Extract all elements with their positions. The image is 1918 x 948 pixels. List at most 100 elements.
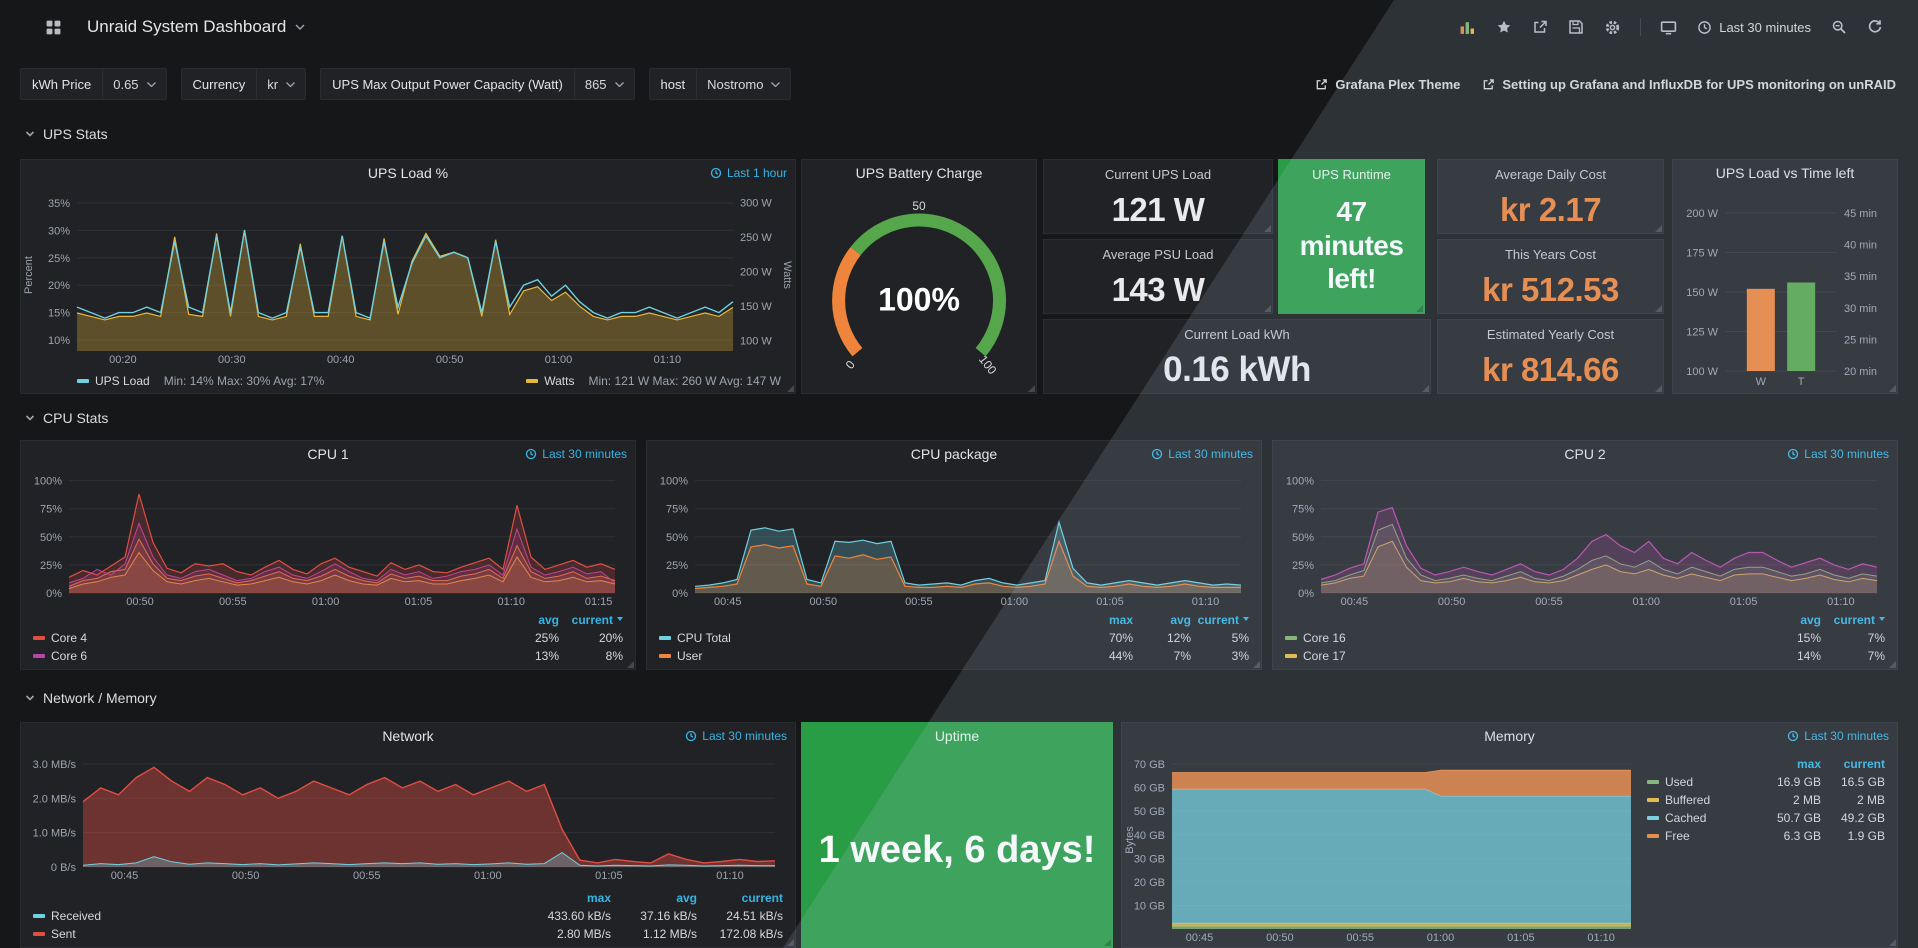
variable-value-dropdown[interactable]: Nostromo bbox=[696, 69, 790, 99]
chevron-down-icon bbox=[614, 81, 624, 87]
svg-text:01:00: 01:00 bbox=[312, 596, 340, 608]
panel-title[interactable]: UPS Runtime bbox=[1312, 167, 1391, 182]
panel-title[interactable]: Current Load kWh bbox=[1184, 327, 1290, 342]
legend-series-toggle[interactable]: Buffered bbox=[1647, 793, 1757, 807]
variable-value-dropdown[interactable]: 0.65 bbox=[102, 69, 165, 99]
svg-text:200 W: 200 W bbox=[1686, 208, 1718, 220]
svg-text:50 GB: 50 GB bbox=[1134, 806, 1165, 818]
panel-title[interactable]: UPS Load % bbox=[367, 165, 449, 181]
panel-title[interactable]: Network bbox=[382, 728, 434, 744]
legend-series-toggle[interactable]: UPS Load Min: 14% Max: 30% Avg: 17% bbox=[77, 374, 324, 388]
dashboard-title-dropdown[interactable]: Unraid System Dashboard bbox=[81, 13, 311, 41]
legend-series-toggle[interactable]: Sent bbox=[33, 927, 525, 941]
legend-series-toggle[interactable]: Cached bbox=[1647, 811, 1757, 825]
legend-sort-max[interactable]: max bbox=[1796, 757, 1821, 771]
panel-time-badge[interactable]: Last 30 minutes bbox=[685, 729, 787, 743]
legend-sort-max[interactable]: max bbox=[586, 891, 611, 905]
add-panel-button[interactable] bbox=[1450, 14, 1485, 41]
refresh-button[interactable] bbox=[1858, 14, 1892, 40]
stat-value: 47 minutes left! bbox=[1299, 196, 1404, 295]
panel-title[interactable]: Uptime bbox=[934, 728, 980, 744]
row-header-ups-stats[interactable]: UPS Stats bbox=[24, 126, 108, 142]
cpu1-graph[interactable]: 100% 75% 50% 25% 0% 00:50 00:55 01:00 01:05 01:10… bbox=[25, 469, 631, 609]
variable-value-dropdown[interactable]: 865 bbox=[573, 69, 634, 99]
legend-row: Core 4 25% 20% bbox=[33, 629, 623, 647]
settings-button[interactable] bbox=[1595, 14, 1630, 41]
legend-row: Core 16 15% 7% bbox=[1285, 629, 1885, 647]
ups-load-graph[interactable]: 35% 30% 25% 20% 15% 10% 300 W 250 W 200 W 150 W 10… bbox=[25, 186, 791, 367]
legend-header-row: avg current bbox=[33, 611, 623, 629]
svg-text:15%: 15% bbox=[48, 308, 70, 320]
legend-sort-current[interactable]: current bbox=[741, 891, 783, 905]
variable-value-dropdown[interactable]: kr bbox=[256, 69, 305, 99]
ups-load-vs-time-chart[interactable]: 200 W 175 W 150 W 125 W 100 W 45 min 40 min 35 … bbox=[1677, 186, 1893, 389]
legend-sort-avg[interactable]: avg bbox=[538, 613, 559, 627]
legend-series-toggle[interactable]: CPU Total bbox=[659, 631, 1075, 645]
panel-title[interactable]: CPU 2 bbox=[1564, 446, 1606, 462]
legend-sort-avg[interactable]: avg bbox=[676, 891, 697, 905]
panel-time-badge[interactable]: Last 30 minutes bbox=[525, 447, 627, 461]
dashboard-link-ups-guide[interactable]: Setting up Grafana and InfluxDB for UPS … bbox=[1482, 77, 1896, 92]
clock-icon bbox=[1152, 448, 1163, 460]
legend-series-toggle[interactable]: Watts Min: 121 W Max: 260 W Avg: 147 W bbox=[526, 374, 781, 388]
star-button[interactable] bbox=[1487, 14, 1521, 40]
legend-sort-avg[interactable]: avg bbox=[1800, 613, 1821, 627]
panel-title[interactable]: Average PSU Load bbox=[1102, 247, 1214, 262]
memory-graph[interactable]: 70 GB 60 GB 50 GB 40 GB 30 GB 20 GB 10 GB 00:45… bbox=[1126, 751, 1641, 945]
legend-series-toggle[interactable]: Received bbox=[33, 909, 525, 923]
panel-title[interactable]: CPU 1 bbox=[307, 446, 349, 462]
panel-title[interactable]: Estimated Yearly Cost bbox=[1486, 327, 1615, 342]
legend-sort-current[interactable]: current bbox=[1191, 613, 1249, 627]
legend-sort-max[interactable]: max bbox=[1108, 613, 1133, 627]
cpu-package-graph[interactable]: 100% 75% 50% 25% 0% 00:45 00:50 00:55 01:00 01:05… bbox=[651, 469, 1257, 609]
legend-value: 24.51 kB/s bbox=[726, 909, 783, 923]
svg-text:00:50: 00:50 bbox=[436, 354, 464, 366]
row-header-cpu-stats[interactable]: CPU Stats bbox=[24, 410, 108, 426]
chevron-down-icon bbox=[771, 81, 781, 87]
legend-series-toggle[interactable]: Used bbox=[1647, 775, 1757, 789]
legend-row: Buffered 2 MB 2 MB bbox=[1647, 791, 1885, 809]
variable-currency: Currency kr bbox=[180, 68, 307, 100]
panel-title[interactable]: UPS Load vs Time left bbox=[1715, 165, 1855, 181]
dashboards-menu-button[interactable] bbox=[36, 14, 71, 41]
panel-title[interactable]: This Years Cost bbox=[1504, 247, 1597, 262]
legend-sort-current[interactable]: current bbox=[559, 613, 623, 627]
svg-text:175 W: 175 W bbox=[1686, 247, 1718, 259]
panel-time-badge[interactable]: Last 30 minutes bbox=[1787, 729, 1889, 743]
battery-gauge[interactable]: 0 100 50 100% bbox=[806, 188, 1032, 389]
panel-title[interactable]: UPS Battery Charge bbox=[855, 165, 983, 181]
legend-sort-avg[interactable]: avg bbox=[1170, 613, 1191, 627]
legend-series-toggle[interactable]: User bbox=[659, 649, 1075, 663]
panel-title[interactable]: CPU package bbox=[910, 446, 998, 462]
legend-sort-current[interactable]: current bbox=[1821, 613, 1885, 627]
network-graph[interactable]: 3.0 MB/s 2.0 MB/s 1.0 MB/s 0 B/s 00:45 00:50 0… bbox=[25, 751, 791, 883]
save-button[interactable] bbox=[1559, 14, 1593, 40]
chart-svg: 0 100 50 100% bbox=[832, 199, 1006, 377]
svg-text:30 GB: 30 GB bbox=[1134, 853, 1165, 865]
row-header-network-memory[interactable]: Network / Memory bbox=[24, 690, 157, 706]
cpu2-graph[interactable]: 100% 75% 50% 25% 0% 00:45 00:50 00:55 01:00 01:05… bbox=[1277, 469, 1893, 609]
dashboard-link-plex-theme[interactable]: Grafana Plex Theme bbox=[1315, 77, 1460, 92]
panel-time-badge[interactable]: Last 30 minutes bbox=[1787, 447, 1889, 461]
panel-title[interactable]: Current UPS Load bbox=[1104, 167, 1212, 182]
panel-time-badge[interactable]: Last 30 minutes bbox=[1151, 447, 1253, 461]
legend-series-toggle[interactable]: Core 17 bbox=[1285, 649, 1757, 663]
legend-sort-current[interactable]: current bbox=[1843, 757, 1885, 771]
legend-series-toggle[interactable]: Core 16 bbox=[1285, 631, 1757, 645]
panel-title[interactable]: Average Daily Cost bbox=[1494, 167, 1607, 182]
legend-series-toggle[interactable]: Free bbox=[1647, 829, 1757, 843]
legend-series-toggle[interactable]: Core 6 bbox=[33, 649, 495, 663]
panel-time-badge[interactable]: Last 1 hour bbox=[710, 166, 787, 180]
cycle-view-button[interactable] bbox=[1651, 14, 1686, 41]
legend-value: 15% bbox=[1796, 631, 1821, 645]
legend-value: 7% bbox=[1867, 631, 1885, 645]
share-button[interactable] bbox=[1523, 14, 1557, 40]
legend-series-toggle[interactable]: Core 4 bbox=[33, 631, 495, 645]
zoom-out-button[interactable] bbox=[1822, 14, 1856, 40]
panel-title[interactable]: Memory bbox=[1484, 728, 1535, 744]
panel-estimated-yearly-cost: Estimated Yearly Cost kr 814.66 bbox=[1437, 319, 1664, 394]
clock-icon bbox=[1788, 448, 1799, 460]
time-range-button[interactable]: Last 30 minutes bbox=[1688, 15, 1820, 40]
svg-text:150 W: 150 W bbox=[740, 301, 772, 313]
legend-value: 2.80 MB/s bbox=[556, 927, 611, 941]
